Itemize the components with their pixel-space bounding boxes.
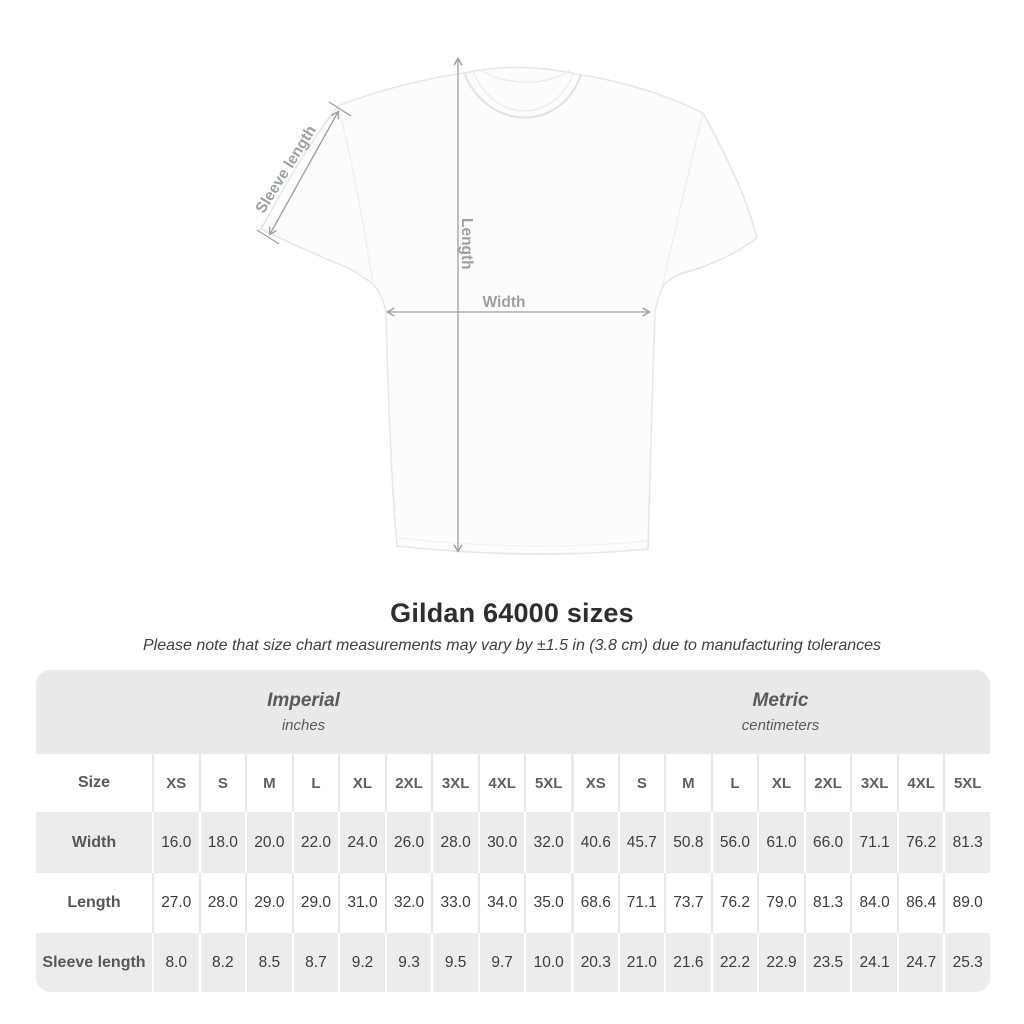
sleeve-length-arrow xyxy=(256,101,352,245)
measurement-value: 76.2 xyxy=(896,812,944,873)
measurement-value: 45.7 xyxy=(617,812,665,873)
imperial-title: Imperial xyxy=(267,690,340,711)
length-label: Length xyxy=(458,218,475,270)
measurement-value: 35.0 xyxy=(524,873,571,933)
imperial-unit-label: inches xyxy=(281,717,326,734)
title-block: Gildan 64000 sizes Please note that size… xyxy=(0,598,1024,655)
size-column-header: 2XL xyxy=(803,754,851,812)
page-title: Gildan 64000 sizes xyxy=(390,598,634,628)
size-column-header: XS xyxy=(571,754,618,812)
measurement-value: 20.3 xyxy=(571,933,618,992)
size-column-header: 5XL xyxy=(524,754,571,812)
table-row: Sleeve length 8.0 8.2 8.5 8.7 9.2 9.3 9.5 9.7 10.… xyxy=(36,933,990,992)
measurement-value: 32.0 xyxy=(524,812,571,873)
measurement-value: 22.0 xyxy=(291,812,339,873)
measurement-value: 81.3 xyxy=(803,873,851,933)
measurement-value: 8.0 xyxy=(152,933,199,992)
measurement-value: 8.2 xyxy=(198,933,246,992)
size-column-header: XL xyxy=(338,754,385,812)
measurement-value: 31.0 xyxy=(338,873,385,933)
measurement-value: 24.0 xyxy=(338,812,385,873)
measurement-value: 8.5 xyxy=(245,933,292,992)
measurement-value: 86.4 xyxy=(896,873,944,933)
size-column-header: 5XL xyxy=(943,754,990,812)
measurement-value: 22.2 xyxy=(710,933,758,992)
measurement-value: 32.0 xyxy=(384,873,432,933)
measurement-value: 79.0 xyxy=(757,873,804,933)
measurement-value: 73.7 xyxy=(664,873,711,933)
measurement-value: 81.3 xyxy=(943,812,990,873)
measurement-value: 71.1 xyxy=(850,812,897,873)
measurement-value: 28.0 xyxy=(431,812,478,873)
measurement-value: 66.0 xyxy=(803,812,851,873)
size-column-header: S xyxy=(198,754,246,812)
measurement-value: 9.2 xyxy=(338,933,385,992)
measurement-value: 34.0 xyxy=(477,873,525,933)
measurement-value: 25.3 xyxy=(943,933,990,992)
measurement-value: 30.0 xyxy=(477,812,525,873)
imperial-section-header: Imperial inches xyxy=(36,670,571,754)
size-column-header: 4XL xyxy=(896,754,944,812)
size-column-header: 2XL xyxy=(384,754,432,812)
measurement-value: 21.0 xyxy=(617,933,665,992)
measurement-value: 16.0 xyxy=(152,812,199,873)
table-row: Width 16.0 18.0 20.0 22.0 24.0 26.0 28.0 30.0 32.… xyxy=(36,812,990,873)
measurement-value: 76.2 xyxy=(710,873,758,933)
measurement-value: 8.7 xyxy=(291,933,339,992)
metric-section-header: Metric centimeters xyxy=(571,670,990,754)
measurement-value: 29.0 xyxy=(291,873,339,933)
measurement-value: 9.3 xyxy=(384,933,432,992)
measurement-value: 20.0 xyxy=(245,812,292,873)
measurement-value: 24.7 xyxy=(896,933,944,992)
measurement-value: 33.0 xyxy=(431,873,478,933)
measurement-value: 29.0 xyxy=(245,873,292,933)
measurement-value: 56.0 xyxy=(710,812,758,873)
table-row: Size XS S M L XL 2XL 3XL 4XL 5XL XS S M L XL 2XL 3XL 4XL 5… xyxy=(36,754,990,812)
measurement-row-label: Width xyxy=(71,833,117,851)
measurement-row-label: Length xyxy=(67,894,121,911)
tolerance-note: Please note that size chart measurements… xyxy=(142,637,882,654)
measurement-value: 23.5 xyxy=(803,933,851,992)
size-column-header: L xyxy=(710,754,758,812)
size-row-label: Size xyxy=(77,774,110,791)
measurement-row-label: Sleeve length xyxy=(42,953,146,971)
measurement-value: 27.0 xyxy=(152,873,199,933)
measurement-value: 10.0 xyxy=(524,933,571,992)
measurement-value: 89.0 xyxy=(943,873,990,933)
measurement-value: 40.6 xyxy=(571,812,618,873)
measurement-value: 26.0 xyxy=(384,812,432,873)
size-column-header: XS xyxy=(152,754,199,812)
metric-unit-label: centimeters xyxy=(741,717,820,734)
size-table: Imperial inches Metric centimeters Size X… xyxy=(36,670,990,992)
measurement-value: 22.9 xyxy=(757,933,804,992)
unit-header-band: Imperial inches Metric centimeters xyxy=(36,670,990,754)
measurement-value: 28.0 xyxy=(198,873,246,933)
table-row: Length 27.0 28.0 29.0 29.0 31.0 32.0 33.0 34.0 35… xyxy=(36,873,990,933)
size-column-header: M xyxy=(245,754,292,812)
measurement-value: 24.1 xyxy=(850,933,897,992)
size-column-header: 4XL xyxy=(477,754,525,812)
size-column-header: L xyxy=(291,754,339,812)
size-column-header: 3XL xyxy=(431,754,478,812)
size-column-header: XL xyxy=(757,754,804,812)
measurement-value: 84.0 xyxy=(850,873,897,933)
size-column-header: S xyxy=(617,754,665,812)
measurement-value: 71.1 xyxy=(617,873,665,933)
collar xyxy=(463,68,582,119)
metric-title: Metric xyxy=(752,690,809,711)
measurement-value: 68.6 xyxy=(571,873,618,933)
size-column-header: M xyxy=(664,754,711,812)
measurement-value: 61.0 xyxy=(757,812,804,873)
measurement-value: 18.0 xyxy=(198,812,246,873)
measurement-value: 9.5 xyxy=(431,933,478,992)
measurement-value: 21.6 xyxy=(664,933,711,992)
tshirt-diagram: Length Width Sleeve length xyxy=(252,57,758,555)
width-label: Width xyxy=(483,294,526,311)
measurement-value: 50.8 xyxy=(664,812,711,873)
measurement-value: 9.7 xyxy=(477,933,525,992)
size-column-header: 3XL xyxy=(850,754,897,812)
size-table-rows: Size XS S M L XL 2XL 3XL 4XL 5XL XS S M L XL 2XL 3XL 4XL 5… xyxy=(36,754,990,992)
